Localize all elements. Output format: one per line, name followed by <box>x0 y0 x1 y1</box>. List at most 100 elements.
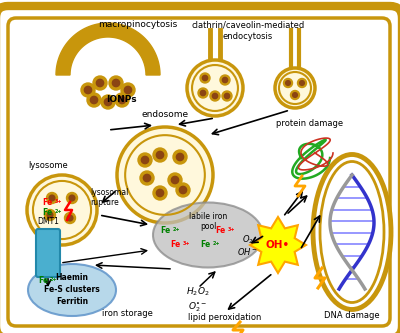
Text: iron storage: iron storage <box>102 309 152 318</box>
Circle shape <box>46 192 58 203</box>
Text: 3+: 3+ <box>55 199 62 204</box>
Circle shape <box>298 79 306 88</box>
Circle shape <box>210 91 220 101</box>
Circle shape <box>66 192 78 203</box>
Text: $O_2$: $O_2$ <box>242 233 254 245</box>
Polygon shape <box>250 217 306 273</box>
Circle shape <box>212 93 218 99</box>
Text: lysosome: lysosome <box>28 161 68 170</box>
Circle shape <box>200 90 206 96</box>
Circle shape <box>156 189 164 197</box>
Circle shape <box>202 75 208 81</box>
Circle shape <box>115 93 129 107</box>
Text: labile iron: labile iron <box>189 212 227 221</box>
Circle shape <box>176 154 184 161</box>
Circle shape <box>198 88 208 98</box>
Circle shape <box>121 83 135 97</box>
Circle shape <box>141 157 149 164</box>
Circle shape <box>87 93 101 107</box>
FancyBboxPatch shape <box>36 229 60 277</box>
Text: Ferritin: Ferritin <box>56 297 88 306</box>
Circle shape <box>153 148 167 162</box>
Ellipse shape <box>28 264 116 316</box>
Circle shape <box>222 91 232 101</box>
Circle shape <box>118 96 126 104</box>
Text: endocytosis: endocytosis <box>223 32 273 41</box>
Circle shape <box>104 98 112 106</box>
Circle shape <box>224 93 230 99</box>
Text: Fe: Fe <box>42 198 52 207</box>
Text: clathrin/caveolin-mediated: clathrin/caveolin-mediated <box>191 20 305 29</box>
Circle shape <box>49 195 55 201</box>
Text: Fe-S clusters: Fe-S clusters <box>44 285 100 294</box>
Circle shape <box>81 83 95 97</box>
Circle shape <box>156 152 164 159</box>
Text: DMT1: DMT1 <box>37 217 59 226</box>
Circle shape <box>64 212 76 223</box>
Polygon shape <box>56 23 160 75</box>
Text: 2+: 2+ <box>213 241 220 246</box>
Circle shape <box>44 209 56 220</box>
Text: lysosomal: lysosomal <box>90 188 128 197</box>
Circle shape <box>286 81 290 85</box>
Text: endosome: endosome <box>142 110 188 119</box>
Circle shape <box>90 96 98 104</box>
Text: Fe: Fe <box>160 226 170 235</box>
Circle shape <box>176 183 190 197</box>
Text: rupture: rupture <box>90 198 119 207</box>
Text: $OH^-$: $OH^-$ <box>238 246 258 257</box>
Text: Fe: Fe <box>42 208 52 217</box>
Circle shape <box>187 60 243 116</box>
Text: Fe: Fe <box>215 226 225 235</box>
Text: 2+: 2+ <box>55 209 62 214</box>
Circle shape <box>153 186 167 200</box>
Circle shape <box>300 81 304 85</box>
Text: IONPs: IONPs <box>106 95 137 104</box>
Text: Fe: Fe <box>38 276 48 285</box>
Ellipse shape <box>153 202 263 267</box>
Text: 3+: 3+ <box>183 241 190 246</box>
Circle shape <box>143 174 151 181</box>
Text: 3+: 3+ <box>228 227 236 232</box>
Text: $H_2O_2$: $H_2O_2$ <box>186 286 210 298</box>
Text: DNA damage: DNA damage <box>324 311 380 320</box>
Circle shape <box>112 79 120 87</box>
Circle shape <box>109 76 123 90</box>
Circle shape <box>220 75 230 85</box>
Text: 2+: 2+ <box>50 277 58 282</box>
Circle shape <box>96 79 104 87</box>
Text: Haemin: Haemin <box>56 273 88 282</box>
Circle shape <box>173 150 187 164</box>
Circle shape <box>67 215 73 221</box>
Circle shape <box>168 173 182 187</box>
Circle shape <box>117 127 213 223</box>
Circle shape <box>200 73 210 83</box>
Text: OH•: OH• <box>266 240 290 250</box>
Circle shape <box>27 175 97 245</box>
Text: $O_2^{\bullet -}$: $O_2^{\bullet -}$ <box>188 301 208 314</box>
FancyBboxPatch shape <box>0 6 400 333</box>
Circle shape <box>179 186 187 194</box>
Circle shape <box>93 76 107 90</box>
Circle shape <box>290 91 300 100</box>
Circle shape <box>47 212 53 218</box>
Text: Fe: Fe <box>200 240 210 249</box>
Circle shape <box>140 171 154 185</box>
Circle shape <box>171 176 179 183</box>
Text: 2+: 2+ <box>173 227 180 232</box>
Circle shape <box>69 195 75 201</box>
Text: lipid peroxidation: lipid peroxidation <box>188 313 262 322</box>
Circle shape <box>293 93 297 97</box>
Circle shape <box>124 86 132 94</box>
Text: macropinocytosis: macropinocytosis <box>98 20 178 29</box>
Text: Fe: Fe <box>170 240 180 249</box>
Circle shape <box>284 79 292 88</box>
Circle shape <box>138 153 152 167</box>
Circle shape <box>275 68 315 108</box>
Circle shape <box>222 77 228 83</box>
Text: protein damage: protein damage <box>276 119 344 128</box>
Circle shape <box>84 86 92 94</box>
Circle shape <box>101 95 115 109</box>
Text: pool: pool <box>200 222 216 231</box>
Ellipse shape <box>313 155 391 309</box>
